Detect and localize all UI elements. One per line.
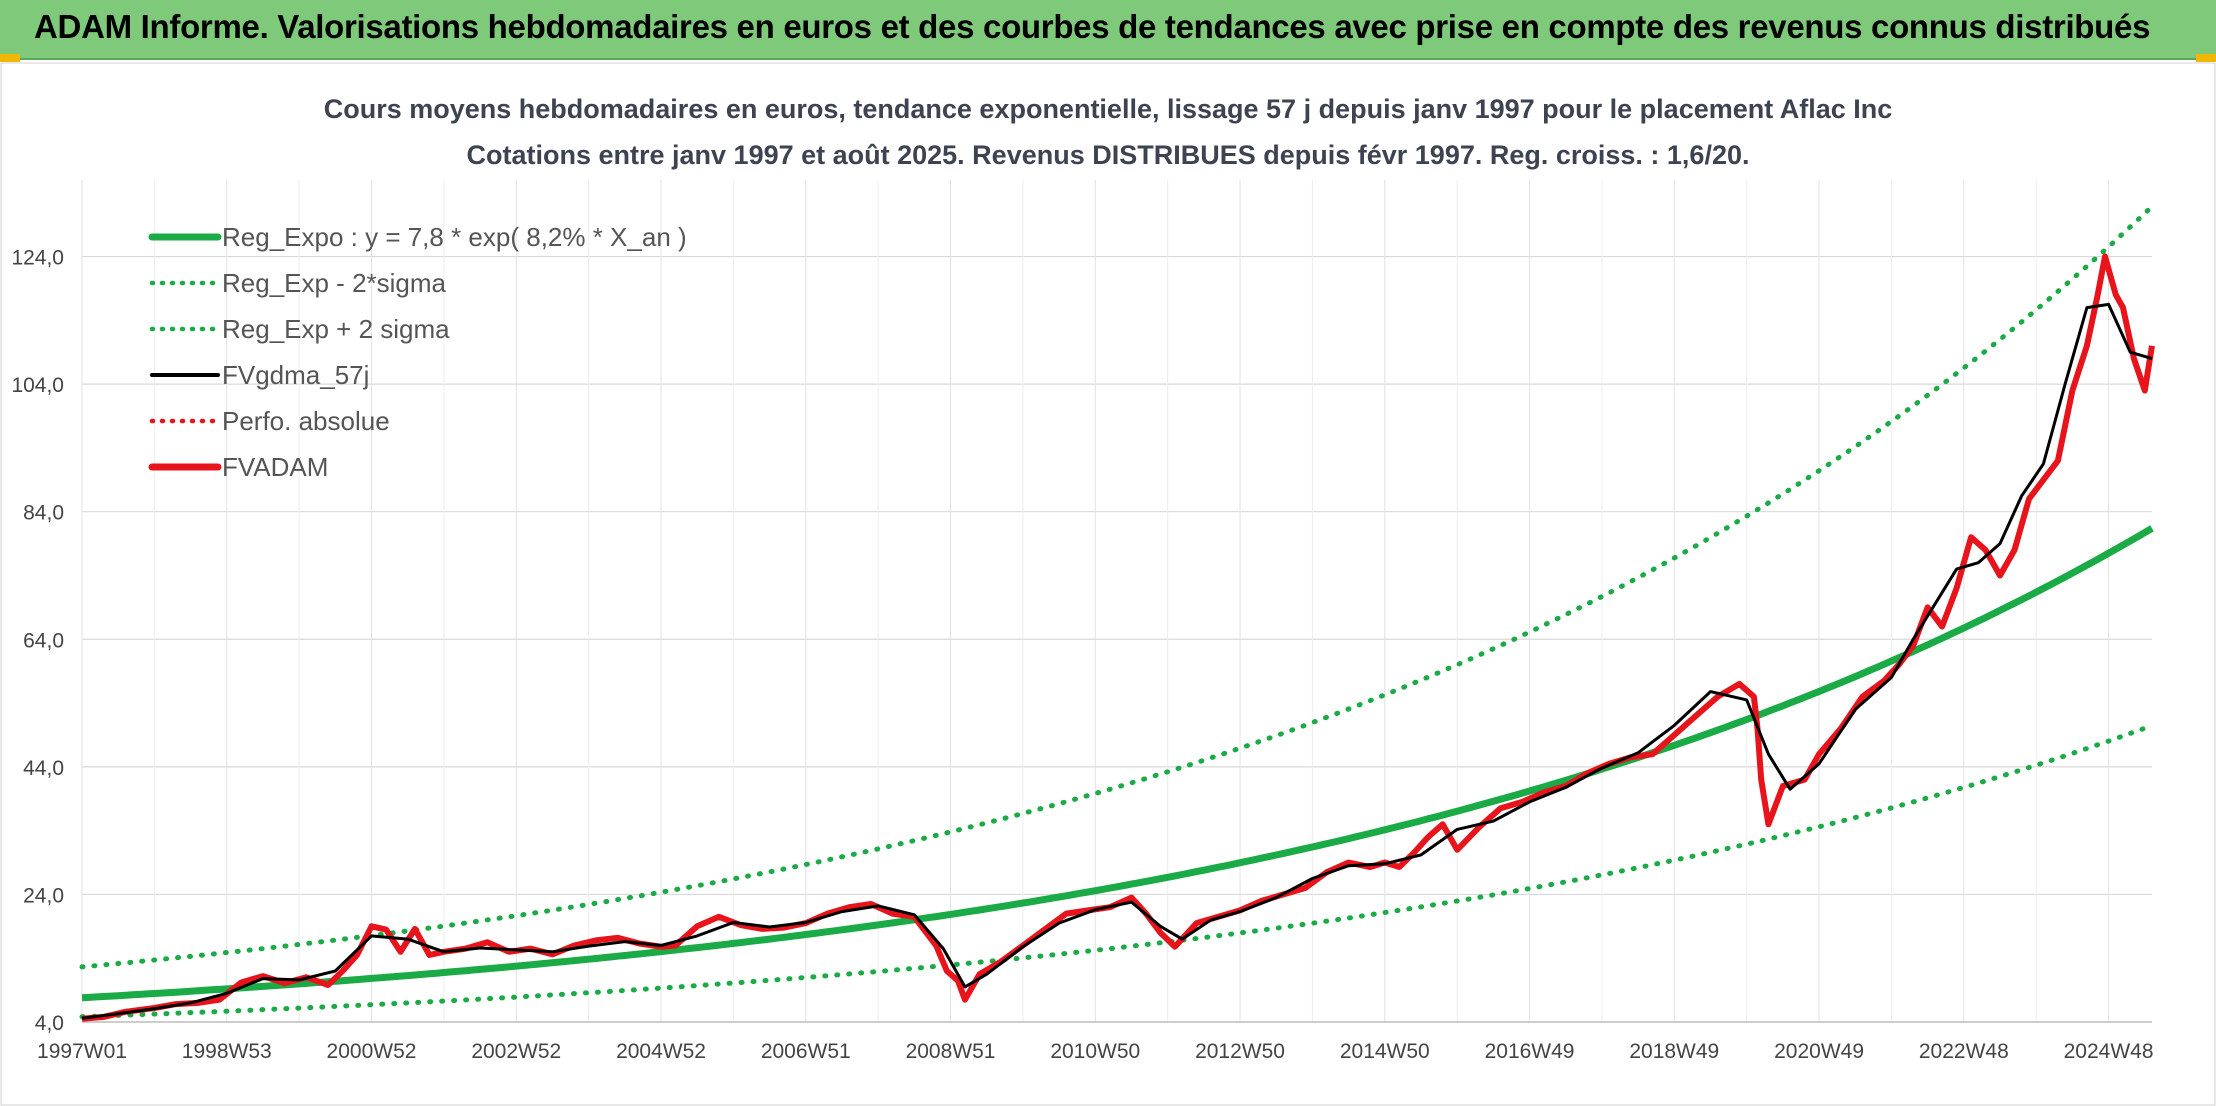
report-banner: ADAM Informe. Valorisations hebdomadaire… <box>0 0 2216 60</box>
y-tick-label: 84,0 <box>23 502 64 525</box>
chart-area: Cours moyens hebdomadaires en euros, ten… <box>0 62 2216 1106</box>
chart-title: Cours moyens hebdomadaires en euros, ten… <box>324 94 1893 124</box>
y-axis-ticks: 4,0 24,0 44,0 64,0 84,0 104,0 124,0 <box>11 247 64 1035</box>
regression-upper-2sigma-line <box>79 203 2155 970</box>
y-tick-label: 4,0 <box>35 1012 64 1035</box>
x-tick-label: 2024W48 <box>2064 1040 2154 1063</box>
x-tick-label: 1997W01 <box>37 1040 127 1063</box>
x-tick-label: 2008W51 <box>906 1040 996 1063</box>
y-tick-label: 24,0 <box>23 884 64 907</box>
legend-label: FVADAM <box>222 452 328 482</box>
legend-label: Perfo. absolue <box>222 406 390 436</box>
x-axis-ticks: 1997W01 1998W53 2000W52 2002W52 2004W52 2006W… <box>37 1040 2153 1063</box>
x-tick-label: 2014W50 <box>1340 1040 1430 1063</box>
x-tick-label: 2022W48 <box>1919 1040 2009 1063</box>
regression-expo-line <box>81 525 2154 1002</box>
regression-lower-2sigma-line <box>79 723 2155 1020</box>
x-tick-label: 2016W49 <box>1485 1040 1575 1063</box>
x-tick-label: 2000W52 <box>327 1040 417 1063</box>
fvgdma-57j-series-line <box>81 302 2153 1020</box>
x-tick-label: 2010W50 <box>1050 1040 1140 1063</box>
x-tick-label: 2012W50 <box>1195 1040 1285 1063</box>
legend: Reg_Expo : y = 7,8 * exp( 8,2% * X_an ) R… <box>148 222 687 482</box>
x-tick-label: 2006W51 <box>761 1040 851 1063</box>
x-tick-label: 2004W52 <box>616 1040 706 1063</box>
y-tick-label: 44,0 <box>23 757 64 780</box>
corner-marker-right <box>2196 54 2216 62</box>
y-tick-label: 124,0 <box>11 247 64 270</box>
legend-label: Reg_Exp + 2 sigma <box>222 314 450 344</box>
grid-lines <box>81 180 2152 1023</box>
x-tick-label: 2020W49 <box>1774 1040 1864 1063</box>
x-tick-label: 1998W53 <box>182 1040 272 1063</box>
series-layer <box>79 203 2155 1022</box>
legend-label: Reg_Expo : y = 7,8 * exp( 8,2% * X_an ) <box>222 222 687 252</box>
chart-subtitle: Cotations entre janv 1997 et août 2025. … <box>467 140 1750 170</box>
corner-marker-left <box>0 54 20 62</box>
y-tick-label: 64,0 <box>23 629 64 652</box>
legend-label: FVgdma_57j <box>222 360 369 390</box>
legend-label: Reg_Exp - 2*sigma <box>222 268 447 298</box>
x-tick-label: 2018W49 <box>1629 1040 1719 1063</box>
x-tick-label: 2002W52 <box>471 1040 561 1063</box>
y-tick-label: 104,0 <box>11 374 64 397</box>
report-title: ADAM Informe. Valorisations hebdomadaire… <box>34 8 2151 45</box>
